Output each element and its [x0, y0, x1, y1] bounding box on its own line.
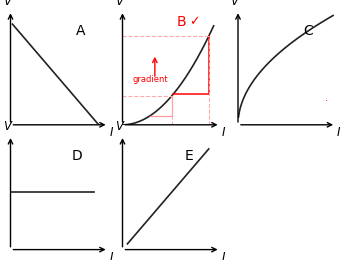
Text: V: V	[2, 120, 10, 133]
Text: E: E	[185, 149, 194, 163]
Text: D: D	[72, 149, 83, 163]
Text: I: I	[110, 126, 113, 139]
Text: ·: ·	[326, 96, 329, 106]
Text: I: I	[337, 126, 341, 139]
Text: ✓: ✓	[189, 15, 199, 28]
Text: I: I	[110, 251, 113, 260]
Text: V: V	[2, 0, 10, 8]
Text: gradient: gradient	[132, 75, 168, 84]
Text: I: I	[222, 126, 225, 139]
Text: V: V	[230, 0, 238, 8]
Text: A: A	[76, 24, 86, 38]
Text: C: C	[304, 24, 314, 38]
Text: B: B	[176, 15, 186, 29]
Text: V: V	[114, 0, 122, 8]
Text: V: V	[114, 120, 122, 133]
Text: I: I	[222, 251, 225, 260]
